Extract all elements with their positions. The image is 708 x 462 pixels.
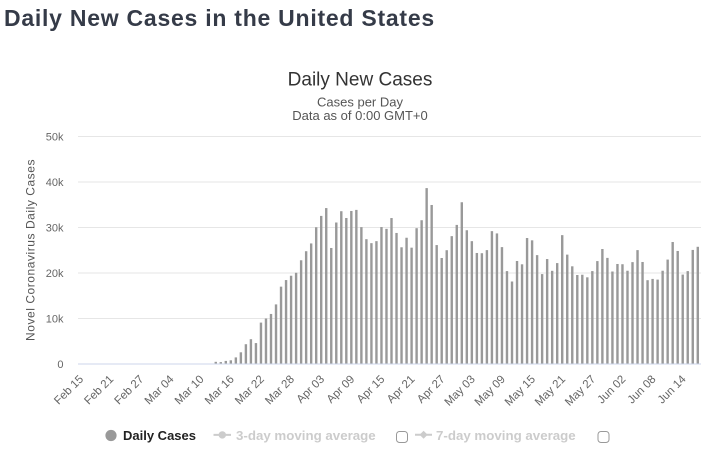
svg-text:May 21: May 21 — [533, 373, 568, 408]
svg-text:May 09: May 09 — [473, 373, 508, 408]
svg-text:Mar 22: Mar 22 — [233, 373, 267, 407]
svg-text:Feb 27: Feb 27 — [113, 373, 147, 407]
svg-text:Apr 21: Apr 21 — [385, 373, 417, 405]
svg-text:Daily Cases: Daily Cases — [123, 428, 196, 443]
svg-text:Novel Coronavirus Daily Cases: Novel Coronavirus Daily Cases — [24, 159, 38, 341]
svg-text:Feb 21: Feb 21 — [82, 373, 116, 407]
svg-text:7-day moving average: 7-day moving average — [436, 428, 576, 443]
svg-text:Jun 02: Jun 02 — [595, 373, 628, 406]
svg-text:Mar 04: Mar 04 — [143, 373, 177, 407]
svg-text:Apr 09: Apr 09 — [325, 373, 357, 405]
svg-text:50k: 50k — [46, 131, 64, 143]
svg-text:May 27: May 27 — [563, 373, 598, 408]
svg-text:30k: 30k — [46, 222, 64, 234]
svg-text:Mar 16: Mar 16 — [203, 373, 237, 407]
svg-text:Jun 08: Jun 08 — [626, 373, 659, 406]
svg-text:May 15: May 15 — [503, 373, 538, 408]
svg-text:Mar 10: Mar 10 — [173, 373, 207, 407]
svg-text:Feb 15: Feb 15 — [52, 373, 86, 407]
svg-text:10k: 10k — [46, 313, 64, 325]
svg-text:Jun 14: Jun 14 — [656, 373, 689, 406]
svg-text:0: 0 — [57, 359, 63, 371]
svg-text:Mar 28: Mar 28 — [263, 373, 297, 407]
svg-text:3-day moving average: 3-day moving average — [236, 428, 376, 443]
svg-text:20k: 20k — [46, 268, 64, 280]
svg-text:May 03: May 03 — [443, 373, 478, 408]
svg-text:Apr 03: Apr 03 — [295, 373, 327, 405]
svg-text:40k: 40k — [46, 177, 64, 189]
svg-text:Cases per Day: Cases per Day — [317, 95, 403, 110]
svg-text:Data as of 0:00 GMT+0: Data as of 0:00 GMT+0 — [292, 108, 427, 123]
svg-text:Apr 15: Apr 15 — [355, 373, 387, 405]
svg-text:Daily New Cases: Daily New Cases — [288, 70, 433, 91]
